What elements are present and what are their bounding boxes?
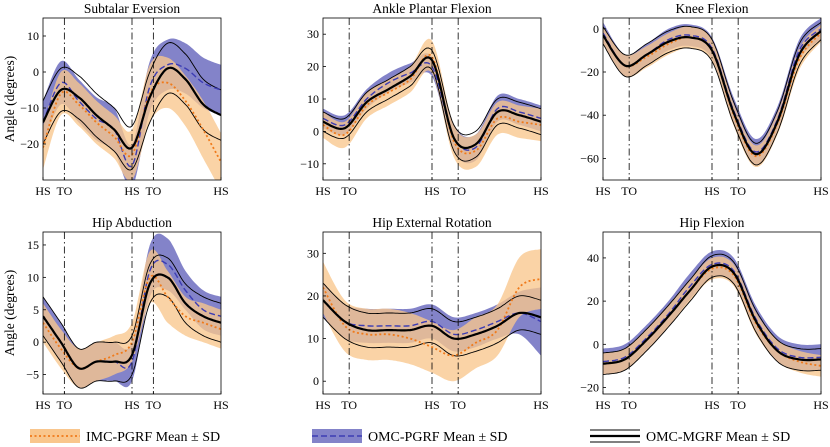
x-tick-label: TO [341,398,357,412]
y-tick-label: 20 [307,60,319,74]
x-tick-label: TO [145,398,161,412]
x-tick-label: HS [595,184,610,198]
legend: IMC-PGRF Mean ± SD OMC-PGRF Mean ± SD OMC-… [30,429,790,445]
x-tick-label: HS [315,184,330,198]
panel-3: −60 −40 −20 0 HS TO HS TO HS Knee Flexion [580,1,828,198]
x-tick-label: TO [341,184,357,198]
legend-imc-swatch [30,429,80,443]
panel-6: −20 0 20 40 HS TO HS TO HS Hip Flexion [580,215,828,412]
omc-mgrf-sd-lower [323,316,541,357]
x-tick-label: TO [450,184,466,198]
x-tick-label: TO [145,184,161,198]
imc-pgrf-mean-line [323,53,541,155]
y-tick-label: 40 [587,251,599,265]
y-tick-label: 10 [307,332,319,346]
x-tick-label: HS [124,184,139,198]
panel-title: Knee Flexion [675,1,748,16]
imc-pgrf-sd-band [43,55,221,180]
y-tick-label: 30 [307,246,319,260]
x-tick-label: TO [730,184,746,198]
y-tick-label: 5 [33,303,39,317]
y-tick-label: 0 [313,124,319,138]
x-tick-label: HS [35,184,50,198]
y-tick-label: 20 [307,289,319,303]
panel-title: Hip External Rotation [372,215,491,230]
x-tick-label: TO [56,184,72,198]
y-tick-label: 0 [33,335,39,349]
omc-mgrf-sd-lower [323,66,541,162]
y-tick-label: 30 [307,27,319,41]
x-tick-label: HS [315,398,330,412]
x-tick-label: HS [704,398,719,412]
y-tick-label: −60 [580,151,599,165]
omc-mgrf-mean-line [323,56,541,150]
imc-pgrf-mean-line [43,81,221,163]
imc-pgrf-sd-band [323,249,541,382]
panel-title: Hip Flexion [680,215,745,230]
x-tick-label: HS [813,398,828,412]
y-tick-label: 10 [27,29,39,43]
x-tick-label: HS [813,184,828,198]
x-tick-label: HS [424,398,439,412]
y-axis-label: Angle (degrees) [2,270,17,357]
imc-pgrf-sd-band [323,38,541,170]
x-tick-label: HS [533,398,548,412]
x-tick-label: HS [595,398,610,412]
y-tick-label: 0 [593,22,599,36]
y-tick-label: 20 [587,294,599,308]
imc-pgrf-sd-band [43,249,221,388]
panel-5: 0 10 20 30 HS TO HS TO HS Hip External Rotation [307,215,549,412]
y-tick-label: −5 [26,368,39,382]
y-tick-label: −20 [20,137,39,151]
x-tick-label: TO [56,398,72,412]
panel-title: Hip Abduction [92,215,172,230]
omc-mgrf-sd-lower [43,293,221,389]
omc-mgrf-sd-lower [603,39,821,166]
panel-2: −10 0 10 20 30 HS TO HS TO HS Ankle Plantar Flexio… [300,1,548,198]
y-tick-label: −20 [580,381,599,395]
y-tick-label: 0 [593,337,599,351]
panel-4: −5 0 5 10 15 HS TO HS TO HS Hip Abduction Angle (de… [2,215,229,412]
x-tick-label: HS [424,184,439,198]
y-tick-label: −10 [20,101,39,115]
x-tick-label: HS [533,184,548,198]
panel-title: Ankle Plantar Flexion [372,1,491,16]
legend-omc-mgrf-label: OMC-MGRF Mean ± SD [646,430,790,445]
imc-pgrf-sd-band [603,24,821,167]
x-tick-label: HS [213,398,228,412]
y-tick-label: 0 [33,65,39,79]
x-tick-label: TO [621,184,637,198]
x-tick-label: HS [704,184,719,198]
omc-mgrf-mean-line [43,66,221,150]
omc-mgrf-sd-upper [603,253,821,354]
panel-title: Subtalar Eversion [84,1,181,16]
x-tick-label: TO [621,398,637,412]
y-tick-label: −10 [300,157,319,171]
x-tick-label: TO [450,398,466,412]
imc-pgrf-mean-line [43,274,221,370]
y-tick-label: −40 [580,108,599,122]
omc-mgrf-sd-upper [603,21,821,144]
y-tick-label: −20 [580,65,599,79]
y-axis-label: Angle (degrees) [2,56,17,143]
legend-omc-pgrf-label: OMC-PGRF Mean ± SD [368,430,508,445]
x-tick-label: HS [35,398,50,412]
legend-imc-label: IMC-PGRF Mean ± SD [86,430,220,445]
y-tick-label: 15 [27,238,39,252]
imc-pgrf-mean-line [323,278,541,357]
legend-omc-pgrf-swatch [312,429,362,443]
x-tick-label: HS [124,398,139,412]
y-tick-label: 10 [27,270,39,284]
x-tick-label: HS [213,184,228,198]
x-tick-label: TO [730,398,746,412]
imc-pgrf-sd-band [603,256,821,377]
y-tick-label: 0 [313,374,319,388]
omc-pgrf-mean-line [603,262,821,363]
omc-mgrf-mean-line [43,273,221,370]
panel-1: −20 −10 0 10 HS TO HS TO HS Subtalar Eversion Angl… [2,1,229,198]
y-tick-label: 10 [307,92,319,106]
